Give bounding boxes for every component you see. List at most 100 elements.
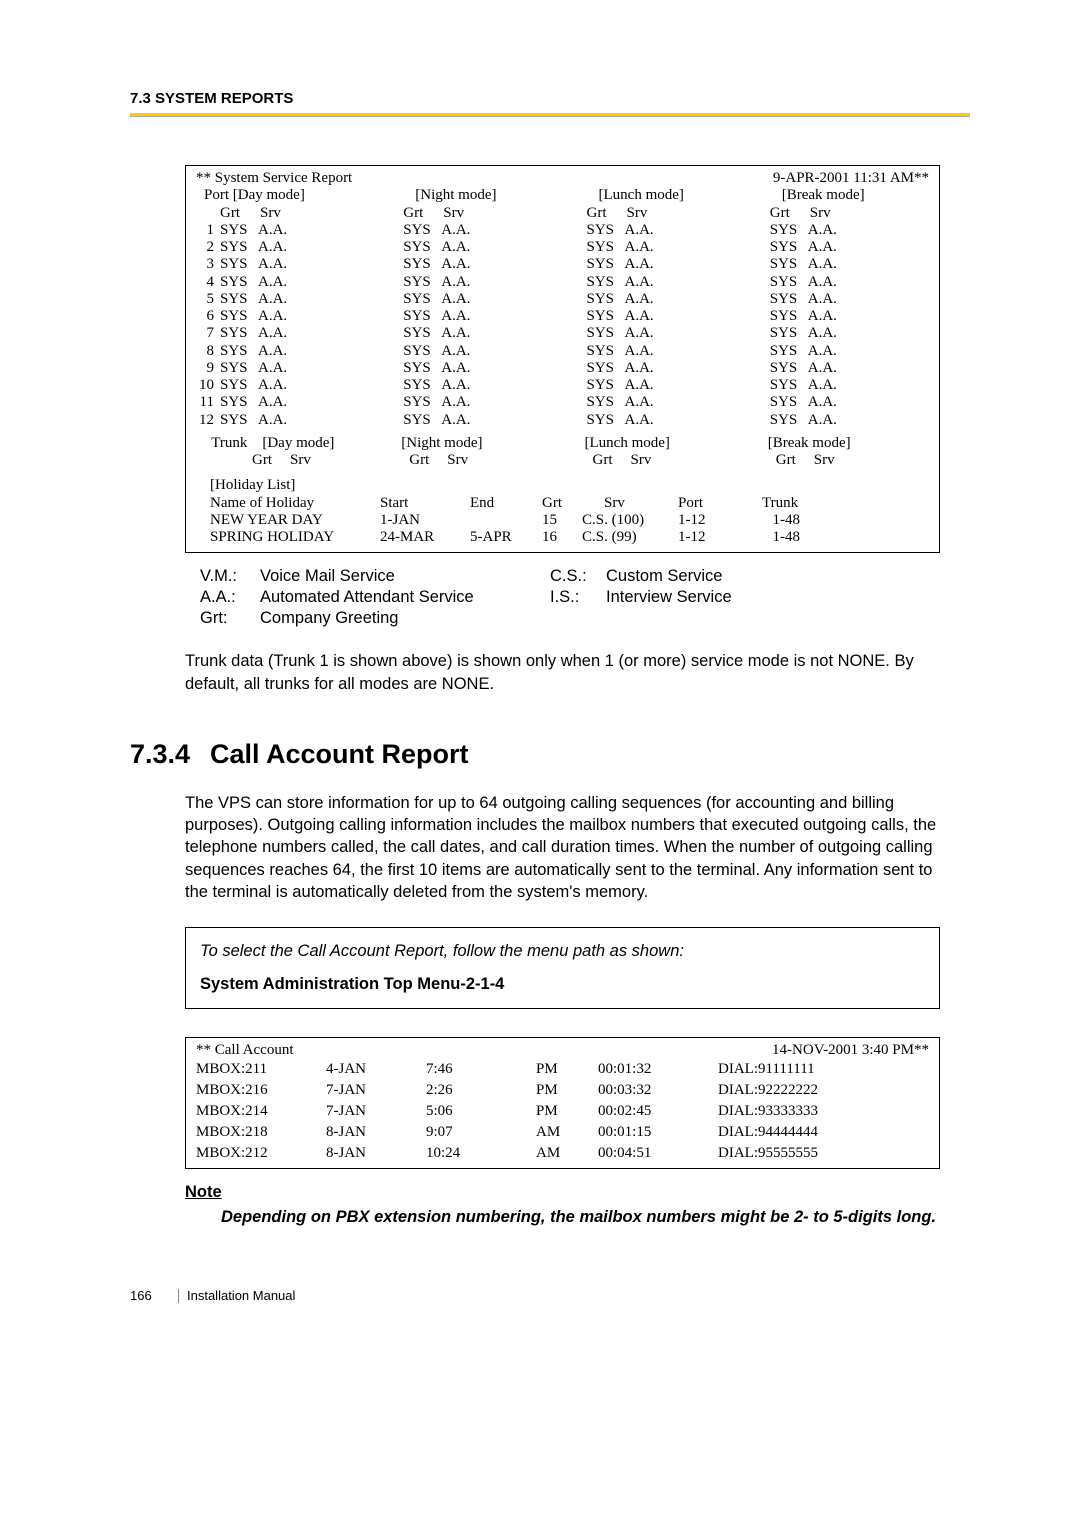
mode-header: [Night mode] xyxy=(379,187,562,204)
mode-subheader: GrtSrv xyxy=(379,205,562,222)
port-row: SYSA.A. xyxy=(563,360,746,377)
port-row: 2SYSA.A. xyxy=(196,239,379,256)
port-row: SYSA.A. xyxy=(746,222,929,239)
hol-col-trunk: Trunk xyxy=(740,495,800,512)
port-row: 10SYSA.A. xyxy=(196,377,379,394)
ca-row: MBOX:2167-JAN2:26PM00:03:32DIAL:92222222 xyxy=(196,1080,929,1101)
mode-header: [Break mode] xyxy=(746,187,929,204)
hol-col-port: Port xyxy=(678,495,740,512)
ca-row: MBOX:2114-JAN7:46PM00:01:32DIAL:91111111 xyxy=(196,1059,929,1080)
port-row: SYSA.A. xyxy=(379,394,562,411)
port-row: 9SYSA.A. xyxy=(196,360,379,377)
port-row: SYSA.A. xyxy=(563,377,746,394)
footer-label: Installation Manual xyxy=(187,1288,295,1303)
hol-col-srv: Srv xyxy=(582,495,678,512)
call-account-report: ** Call Account 14-NOV-2001 3:40 PM** MB… xyxy=(185,1037,940,1169)
page-number: 166 xyxy=(130,1288,170,1303)
legend: V.M.:Voice Mail ServiceC.S.:Custom Servi… xyxy=(200,567,970,628)
port-row: 1SYSA.A. xyxy=(196,222,379,239)
trunk-col: Trunk [Day mode]GrtSrv xyxy=(196,435,379,470)
note-body: Depending on PBX extension numbering, th… xyxy=(221,1206,961,1228)
holiday-header: [Holiday List] xyxy=(210,477,929,494)
port-row: SYSA.A. xyxy=(746,239,929,256)
holiday-row: NEW YEAR DAY1-JAN15C.S. (100)1-121-48 xyxy=(210,512,929,529)
trunk-col: [Lunch mode]GrtSrv xyxy=(563,435,746,470)
port-row: SYSA.A. xyxy=(379,256,562,273)
port-row: SYSA.A. xyxy=(563,222,746,239)
heading-734: 7.3.4 Call Account Report xyxy=(130,739,970,770)
report-title: ** System Service Report xyxy=(196,170,352,187)
port-row: SYSA.A. xyxy=(379,377,562,394)
mode-subheader: GrtSrv xyxy=(563,205,746,222)
port-row: SYSA.A. xyxy=(746,394,929,411)
port-row: SYSA.A. xyxy=(746,325,929,342)
port-row: 12SYSA.A. xyxy=(196,412,379,429)
ca-date: 14-NOV-2001 3:40 PM** xyxy=(772,1042,929,1059)
legend-row: A.A.:Automated Attendant ServiceI.S.:Int… xyxy=(200,588,970,607)
mode-header: Port [Day mode] xyxy=(196,187,379,204)
legend-row: Grt:Company Greeting xyxy=(200,609,970,628)
ca-row: MBOX:2188-JAN9:07AM00:01:15DIAL:94444444 xyxy=(196,1122,929,1143)
port-row: SYSA.A. xyxy=(379,325,562,342)
mode-subheader: GrtSrv xyxy=(196,205,379,222)
port-row: SYSA.A. xyxy=(379,412,562,429)
port-row: SYSA.A. xyxy=(563,256,746,273)
footer: 166 Installation Manual xyxy=(130,1288,970,1303)
separator xyxy=(130,113,970,117)
ca-title: ** Call Account xyxy=(196,1042,294,1059)
hol-col-name: Name of Holiday xyxy=(210,495,380,512)
port-row: SYSA.A. xyxy=(379,308,562,325)
port-row: SYSA.A. xyxy=(379,291,562,308)
instr-line1: To select the Call Account Report, follo… xyxy=(200,942,921,961)
trunk-note: Trunk data (Trunk 1 is shown above) is s… xyxy=(185,650,940,695)
port-row: SYSA.A. xyxy=(563,394,746,411)
body-734: The VPS can store information for up to … xyxy=(185,792,940,903)
report-date: 9-APR-2001 11:31 AM** xyxy=(773,170,929,187)
port-row: 3SYSA.A. xyxy=(196,256,379,273)
port-row: SYSA.A. xyxy=(746,256,929,273)
trunk-col: [Break mode]GrtSrv xyxy=(746,435,929,470)
port-row: SYSA.A. xyxy=(563,274,746,291)
port-row: SYSA.A. xyxy=(379,360,562,377)
port-row: 6SYSA.A. xyxy=(196,308,379,325)
hol-col-start: Start xyxy=(380,495,470,512)
section-header: 7.3 SYSTEM REPORTS xyxy=(130,90,970,113)
instruction-box: To select the Call Account Report, follo… xyxy=(185,927,940,1009)
port-row: SYSA.A. xyxy=(563,343,746,360)
port-row: SYSA.A. xyxy=(563,291,746,308)
mode-subheader: GrtSrv xyxy=(746,205,929,222)
port-row: SYSA.A. xyxy=(746,360,929,377)
port-row: SYSA.A. xyxy=(379,239,562,256)
trunk-col: [Night mode]GrtSrv xyxy=(379,435,562,470)
port-row: SYSA.A. xyxy=(746,412,929,429)
port-row: SYSA.A. xyxy=(379,222,562,239)
ca-row: MBOX:2147-JAN5:06PM00:02:45DIAL:93333333 xyxy=(196,1101,929,1122)
legend-row: V.M.:Voice Mail ServiceC.S.:Custom Servi… xyxy=(200,567,970,586)
ca-row: MBOX:2128-JAN10:24AM00:04:51DIAL:9555555… xyxy=(196,1143,929,1164)
port-row: SYSA.A. xyxy=(746,291,929,308)
hol-col-end: End xyxy=(470,495,542,512)
port-row: 8SYSA.A. xyxy=(196,343,379,360)
port-row: SYSA.A. xyxy=(746,308,929,325)
port-row: SYSA.A. xyxy=(379,274,562,291)
port-row: 4SYSA.A. xyxy=(196,274,379,291)
port-row: SYSA.A. xyxy=(563,412,746,429)
holiday-row: SPRING HOLIDAY24-MAR5-APR16C.S. (99)1-12… xyxy=(210,529,929,546)
port-row: SYSA.A. xyxy=(563,308,746,325)
mode-header: [Lunch mode] xyxy=(563,187,746,204)
port-row: 5SYSA.A. xyxy=(196,291,379,308)
heading-title: Call Account Report xyxy=(210,739,469,770)
port-row: SYSA.A. xyxy=(746,377,929,394)
port-row: SYSA.A. xyxy=(563,239,746,256)
instr-line2: System Administration Top Menu-2-1-4 xyxy=(200,975,921,994)
system-service-report: ** System Service Report 9-APR-2001 11:3… xyxy=(185,165,940,553)
heading-num: 7.3.4 xyxy=(130,739,210,770)
hol-col-grt: Grt xyxy=(542,495,582,512)
port-row: SYSA.A. xyxy=(746,343,929,360)
port-row: 11SYSA.A. xyxy=(196,394,379,411)
port-row: 7SYSA.A. xyxy=(196,325,379,342)
port-row: SYSA.A. xyxy=(379,343,562,360)
port-row: SYSA.A. xyxy=(563,325,746,342)
note-header: Note xyxy=(185,1183,970,1202)
port-row: SYSA.A. xyxy=(746,274,929,291)
